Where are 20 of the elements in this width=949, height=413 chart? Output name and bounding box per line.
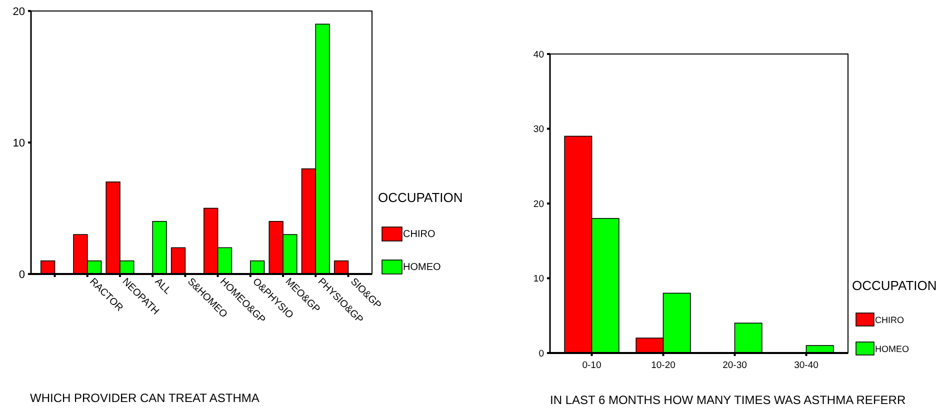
legend-label: CHIRO xyxy=(875,315,904,325)
legend-label: HOMEO xyxy=(875,344,910,354)
legend-label: HOMEO xyxy=(403,262,441,273)
y-tick-label: 20 xyxy=(533,198,544,210)
y-tick-label: 40 xyxy=(533,49,544,60)
y-tick-label: 0 xyxy=(538,348,544,360)
y-tick-label: 30 xyxy=(533,124,544,136)
x-axis-title: WHICH PROVIDER CAN TREAT ASTHMA xyxy=(30,391,260,405)
legend-title: OCCUPATION xyxy=(852,278,937,293)
x-tick-label: 20-30 xyxy=(722,360,747,371)
legend-label: CHIRO xyxy=(403,229,436,240)
x-tick-label: 30-40 xyxy=(794,360,818,371)
x-axis-title: IN LAST 6 MONTHS HOW MANY TIMES WAS ASTHMA REFERR xyxy=(550,393,906,407)
legend-title: OCCUPATION xyxy=(378,190,463,205)
x-tick-label: 0-10 xyxy=(582,360,602,371)
x-tick-label: 10-20 xyxy=(651,360,676,371)
y-tick-label: 10 xyxy=(533,274,544,285)
y-tick-label: 0 xyxy=(18,268,25,281)
y-tick-label: 20 xyxy=(12,6,25,18)
y-tick-label: 10 xyxy=(12,137,25,150)
